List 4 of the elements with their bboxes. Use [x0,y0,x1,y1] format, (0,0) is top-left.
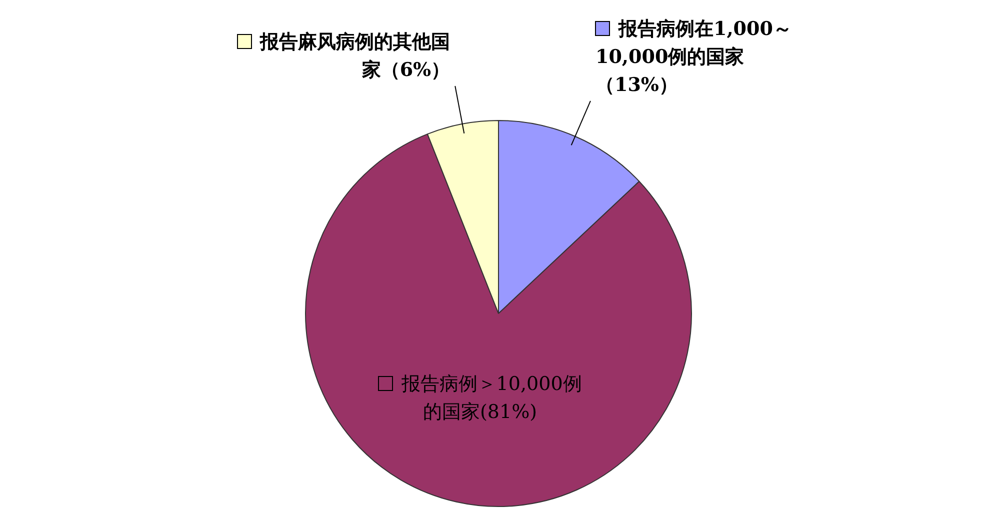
legend-label: 报告麻风病例的其他国家（6%） [258,30,450,83]
data-label: （13%） [595,74,678,96]
legend-label: 报告病例＞10,000例的国家(81%) [400,372,583,426]
legend-label: 报告病例在1,000～10,000例的国家 [595,18,792,68]
